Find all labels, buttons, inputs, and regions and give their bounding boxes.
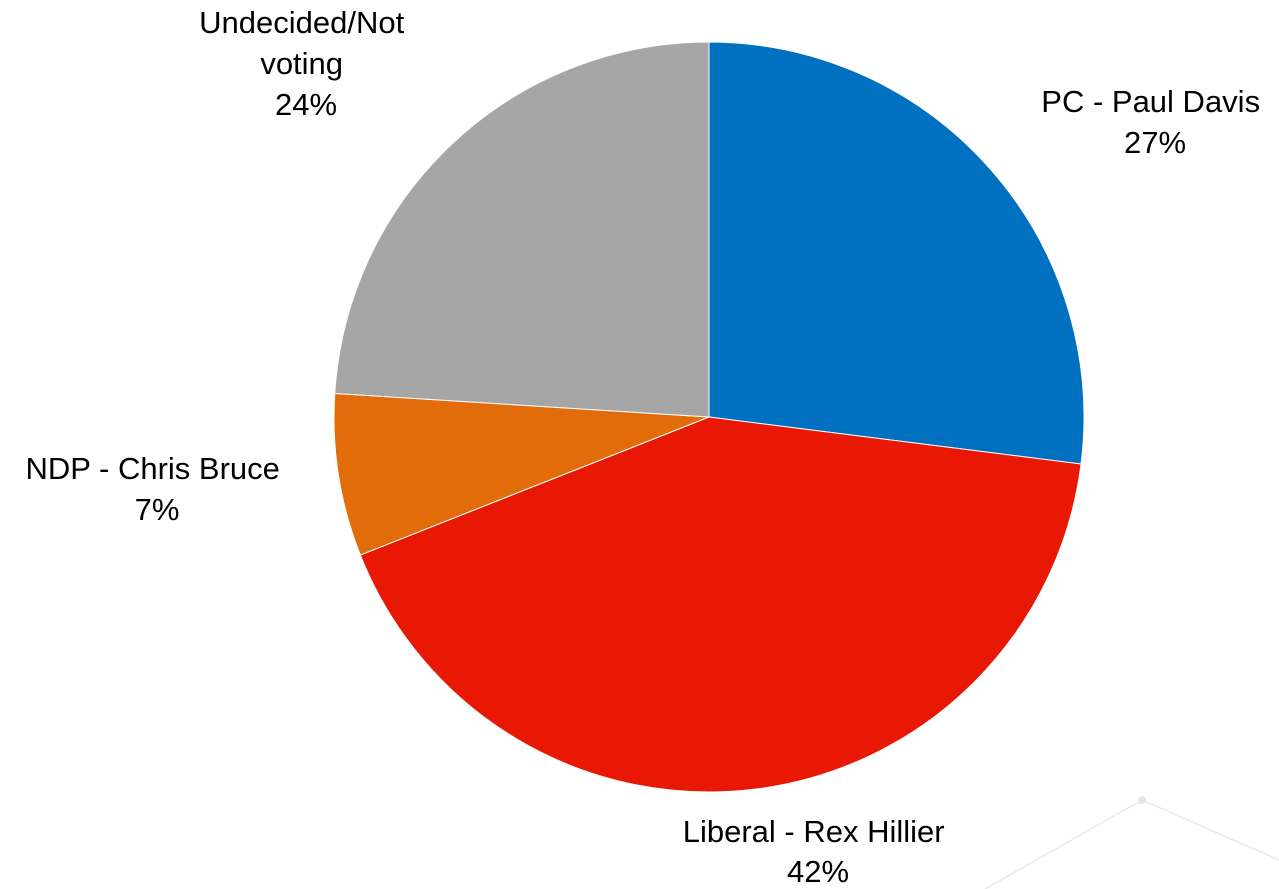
- label-liberal-rex-hillier-value: 42%: [787, 854, 849, 889]
- label-ndp-chris-bruce-name: NDP - Chris Bruce: [26, 451, 280, 486]
- background-watermark: [984, 796, 1279, 889]
- label-undecided-not-voting-line2: voting: [260, 46, 343, 81]
- label-ndp-chris-bruce: NDP - Chris Bruce 7%: [26, 451, 289, 527]
- label-undecided-not-voting-value: 24%: [275, 87, 337, 122]
- pie-slice-undecided-not-voting: [334, 41, 710, 418]
- label-undecided-not-voting: Undecided/Not voting 24%: [199, 5, 413, 122]
- label-liberal-rex-hillier-name: Liberal - Rex Hillier: [683, 814, 945, 849]
- label-pc-paul-davis-value: 27%: [1124, 125, 1186, 160]
- pie-slice-pc-paul-davis: [708, 41, 1085, 465]
- label-ndp-chris-bruce-value: 7%: [135, 492, 180, 527]
- label-pc-paul-davis: PC - Paul Davis 27%: [1041, 84, 1268, 160]
- label-pc-paul-davis-name: PC - Paul Davis: [1041, 84, 1260, 119]
- label-undecided-not-voting-line1: Undecided/Not: [199, 5, 404, 40]
- pie-slice-ndp-chris-bruce: [333, 392, 710, 556]
- pie-slices: [333, 41, 1085, 793]
- pie-slice-liberal-rex-hillier: [359, 416, 1082, 793]
- label-liberal-rex-hillier: Liberal - Rex Hillier 42%: [683, 814, 953, 889]
